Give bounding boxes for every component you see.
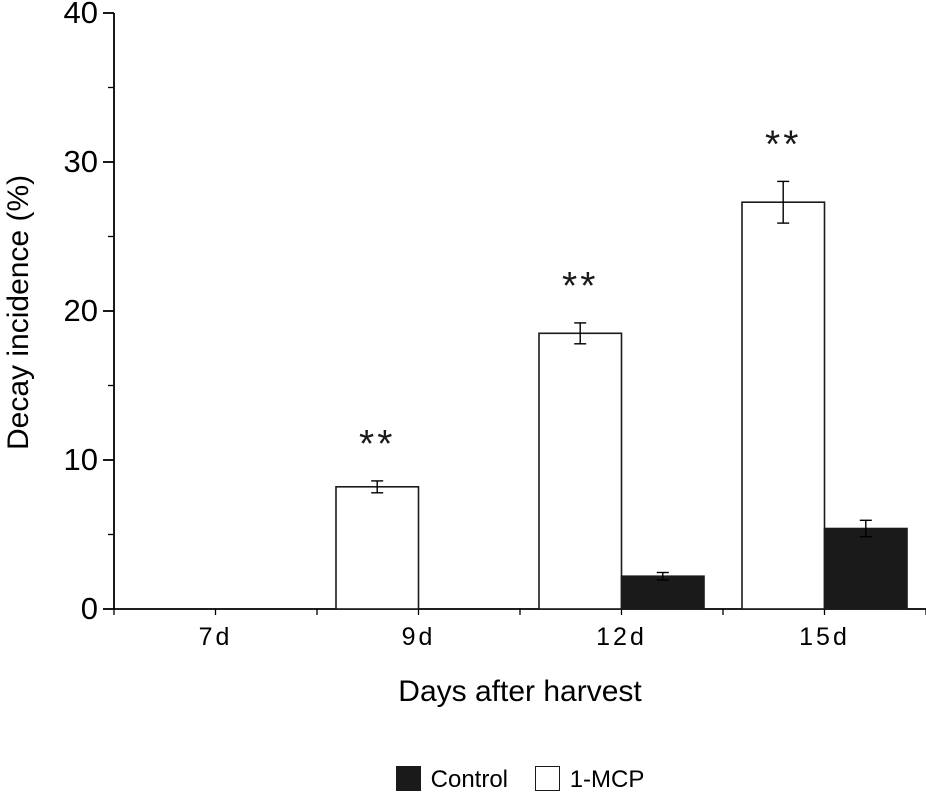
svg-text:0: 0 [81, 591, 98, 626]
svg-text:**: ** [359, 423, 395, 466]
svg-text:**: ** [562, 265, 598, 308]
svg-text:12d: 12d [596, 623, 647, 651]
svg-text:15d: 15d [799, 623, 850, 651]
svg-text:**: ** [765, 123, 801, 166]
svg-text:7d: 7d [199, 623, 233, 651]
svg-text:20: 20 [64, 293, 98, 328]
svg-text:10: 10 [64, 442, 98, 477]
svg-text:30: 30 [64, 144, 98, 179]
svg-text:40: 40 [64, 0, 98, 30]
svg-text:9d: 9d [402, 623, 436, 651]
